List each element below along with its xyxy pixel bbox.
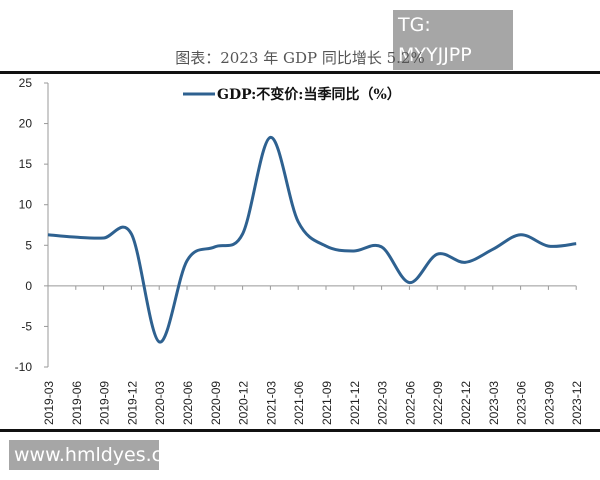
x-tick-label: 2019-12 — [125, 381, 139, 425]
x-tick-label: 2022-12 — [459, 381, 473, 425]
x-tick-label: 2020-09 — [209, 381, 223, 425]
x-tick-label: 2019-03 — [42, 381, 56, 425]
x-tick-label: 2022-03 — [376, 381, 390, 425]
x-tick-label: 2023-06 — [515, 381, 529, 425]
y-tick-label: 20 — [19, 117, 33, 131]
x-tick-label: 2022-09 — [431, 381, 445, 425]
x-tick-label: 2021-12 — [348, 381, 362, 425]
watermark-bottom: www.hmldyes.com — [9, 440, 192, 470]
y-tick-label: 10 — [19, 198, 33, 212]
x-tick-label: 2023-03 — [487, 381, 501, 425]
x-tick-label: 2020-12 — [237, 381, 251, 425]
top-divider — [0, 71, 600, 74]
x-tick-label: 2023-09 — [542, 381, 556, 425]
x-tick-label: 2021-06 — [292, 381, 306, 425]
x-tick-label: 2020-03 — [153, 381, 167, 425]
x-tick-label: 2021-09 — [320, 381, 334, 425]
y-tick-label: -10 — [15, 360, 33, 374]
x-tick-label: 2020-06 — [181, 381, 195, 425]
x-tick-label: 2022-06 — [403, 381, 417, 425]
bottom-divider — [0, 429, 600, 432]
x-tick-label: 2023-12 — [570, 381, 584, 425]
x-tick-label: 2019-09 — [98, 381, 112, 425]
y-tick-label: 0 — [25, 279, 32, 293]
watermark-top: TG: MYYJJPP — [393, 10, 513, 70]
page-title: 图表：2023 年 GDP 同比增长 5.2% — [175, 49, 425, 67]
x-tick-label: 2019-06 — [70, 381, 84, 425]
y-tick-label: 25 — [19, 76, 33, 90]
y-tick-label: 15 — [19, 157, 33, 171]
y-tick-label: 5 — [25, 238, 32, 252]
legend-label: GDP:不变价:当季同比（%） — [217, 86, 401, 103]
y-tick-label: -5 — [21, 319, 32, 333]
series-line-gdp — [47, 135, 577, 344]
x-tick-label: 2021-03 — [264, 381, 278, 425]
